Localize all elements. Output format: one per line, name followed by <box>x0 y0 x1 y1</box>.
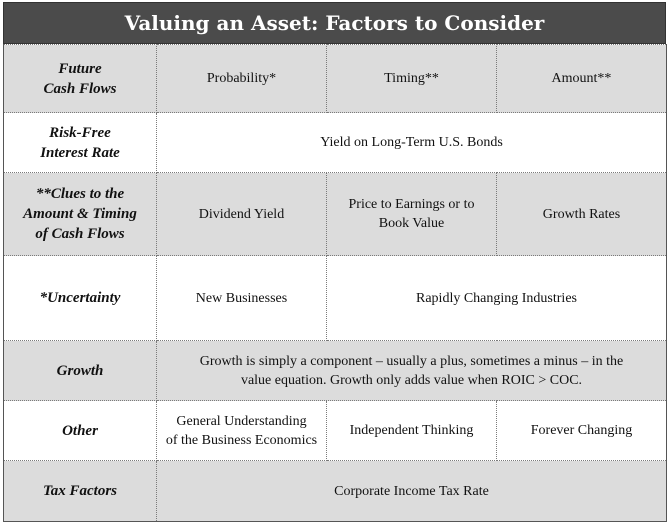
row-label-clues: **Clues to the Amount & Timing of Cash Flo… <box>3 172 157 256</box>
cell-timing: Timing** <box>326 44 497 113</box>
row-label-future-cash-flows: Future Cash Flows <box>3 44 157 113</box>
cell-new-businesses: New Businesses <box>156 255 327 341</box>
row-other: Other General Understanding of the Busine… <box>3 400 667 461</box>
cell-growth-description: Growth is simply a component – usually a… <box>156 340 667 401</box>
cell-growth-rates: Growth Rates <box>496 172 667 256</box>
row-growth: Growth Growth is simply a component – us… <box>3 340 667 401</box>
cell-price-earnings: Price to Earnings or to Book Value <box>326 172 497 256</box>
cell-general-understanding: General Understanding of the Business Eco… <box>156 400 327 461</box>
cell-corporate-tax: Corporate Income Tax Rate <box>156 460 667 522</box>
cell-probability: Probability* <box>156 44 327 113</box>
row-label-risk-free: Risk-Free Interest Rate <box>3 112 157 173</box>
table-title: Valuing an Asset: Factors to Consider <box>3 2 666 44</box>
row-label-growth: Growth <box>3 340 157 401</box>
cell-forever-changing: Forever Changing <box>496 400 667 461</box>
row-uncertainty: *Uncertainty New Businesses Rapidly Chan… <box>3 255 667 341</box>
row-tax: Tax Factors Corporate Income Tax Rate <box>3 460 667 522</box>
factors-table: Future Cash Flows Probability* Timing** A… <box>3 44 667 522</box>
row-label-uncertainty: *Uncertainty <box>3 255 157 341</box>
row-label-other: Other <box>3 400 157 461</box>
row-future-cash-flows: Future Cash Flows Probability* Timing** A… <box>3 44 667 113</box>
cell-dividend-yield: Dividend Yield <box>156 172 327 256</box>
row-clues: **Clues to the Amount & Timing of Cash Flo… <box>3 172 667 256</box>
cell-rapidly-changing: Rapidly Changing Industries <box>326 255 667 341</box>
cell-yield-bonds: Yield on Long-Term U.S. Bonds <box>156 112 667 173</box>
cell-amount: Amount** <box>496 44 667 113</box>
cell-independent-thinking: Independent Thinking <box>326 400 497 461</box>
row-risk-free: Risk-Free Interest Rate Yield on Long-Ter… <box>3 112 667 173</box>
row-label-tax: Tax Factors <box>3 460 157 522</box>
